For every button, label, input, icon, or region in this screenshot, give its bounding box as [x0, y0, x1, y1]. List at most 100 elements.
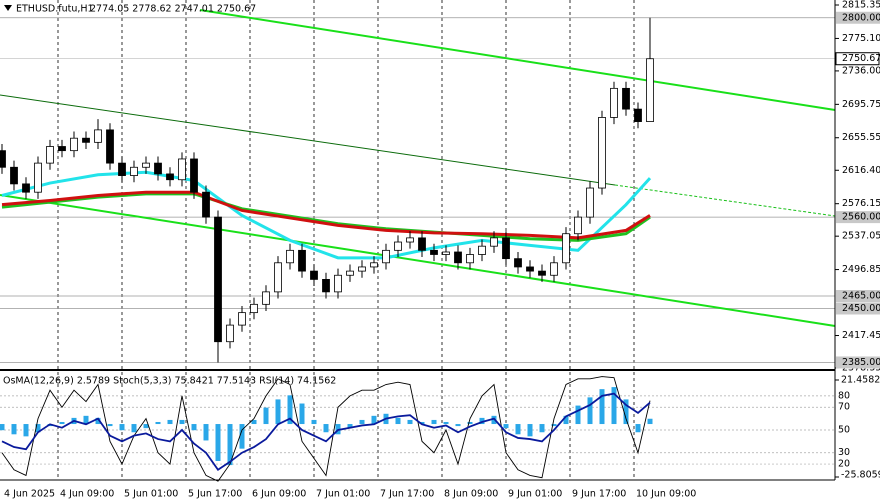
- osma-bar: [323, 424, 329, 433]
- candle-body: [610, 87, 618, 118]
- candle-body: [142, 162, 150, 168]
- y-tick-label: 2695.75: [842, 99, 880, 110]
- candle-body: [370, 262, 378, 268]
- candle-body: [226, 324, 234, 343]
- candle-body: [646, 58, 654, 122]
- candle-body: [466, 254, 474, 264]
- candle-body: [94, 129, 102, 143]
- y-tick-label: 2417.45: [842, 330, 880, 341]
- candle-body: [82, 137, 90, 143]
- osma-bar: [275, 399, 281, 425]
- osma-bar: [503, 424, 509, 429]
- candle-body: [274, 262, 282, 293]
- moving-average: [1, 170, 652, 260]
- candle-body: [190, 158, 198, 193]
- x-tick-label: 7 Jun 01:00: [316, 489, 370, 500]
- candle-body: [478, 245, 486, 255]
- x-tick-label: 4 Jun 2025: [4, 489, 55, 500]
- y-tick-label: 2616.40: [842, 165, 880, 176]
- grid: [0, 0, 835, 480]
- osma-bar: [347, 424, 353, 429]
- osma-bar: [11, 424, 17, 435]
- osma-bar: [23, 424, 29, 437]
- candle-body: [34, 162, 42, 193]
- candle-body: [154, 162, 162, 175]
- osma-bar: [539, 424, 545, 433]
- candle-body: [346, 270, 354, 276]
- osma-bar: [623, 399, 629, 425]
- oscillator-line: [1, 376, 651, 482]
- candle-body: [70, 137, 78, 152]
- y2-tick-label: -25.8059: [841, 470, 880, 481]
- osma-bar: [131, 424, 137, 433]
- x-tick-label: 7 Jun 17:00: [380, 489, 434, 500]
- indicator-panel: [0, 376, 835, 482]
- oscillator-line: [1, 392, 651, 472]
- candle-body: [298, 249, 306, 272]
- labels: 4 Jun 2025 4 Jun 09:00 5 Jun 01:00 5 Jun 17…: [4, 0, 880, 500]
- current-price-tag: [835, 52, 880, 66]
- osma-bar: [215, 424, 221, 461]
- x-tick-label: 5 Jun 17:00: [188, 489, 242, 500]
- candle-body: [550, 262, 558, 276]
- osma-bar: [395, 417, 401, 425]
- osma-bar: [311, 419, 317, 425]
- channel-line: [199, 9, 836, 111]
- osma-bar: [431, 419, 437, 425]
- candle-body: [526, 266, 534, 272]
- mid-line-ext: [614, 184, 836, 217]
- osma-bar: [191, 424, 197, 431]
- osma-bar: [83, 415, 89, 425]
- current-price-label: 2750.67: [842, 53, 880, 64]
- candle-body: [586, 187, 594, 218]
- x-tick-label: 4 Jun 09:00: [60, 489, 114, 500]
- candle-body: [238, 312, 246, 326]
- y-tick-label: 2775.10: [842, 33, 880, 44]
- osma-bar: [119, 424, 125, 431]
- x-tick-label: 5 Jun 01:00: [124, 489, 178, 500]
- indicator-tick-label: 30: [838, 447, 850, 458]
- level-label: 2385.00: [842, 357, 880, 368]
- candle-body: [442, 251, 450, 255]
- candle-body: [358, 266, 366, 272]
- osma-bar: [611, 387, 617, 425]
- mid-line: [0, 94, 616, 186]
- level-tag: [836, 211, 880, 224]
- osma-bar: [227, 424, 233, 466]
- osma-bar: [455, 424, 461, 427]
- osma-bar: [407, 419, 413, 425]
- candle-body: [46, 146, 54, 164]
- osma-bar: [551, 424, 557, 427]
- channel-line: [0, 194, 836, 327]
- candle-body: [418, 237, 426, 251]
- level-label: 2465.00: [842, 291, 880, 302]
- candle-body: [574, 216, 582, 235]
- candle-body: [166, 173, 174, 181]
- candle-body: [214, 216, 222, 343]
- osma-bar: [239, 424, 245, 449]
- indicator-tick-label: 50: [838, 424, 850, 435]
- candle-body: [538, 270, 546, 276]
- osma-bar: [179, 419, 185, 425]
- osma-bar: [359, 419, 365, 425]
- level-tag: [836, 356, 880, 369]
- candle-body: [130, 166, 138, 176]
- indicator-tick-label: 20: [838, 459, 850, 470]
- osma-bar: [107, 424, 113, 427]
- candle-body: [202, 191, 210, 218]
- osma-bar: [647, 418, 653, 425]
- x-tick-label: 10 Jun 09:00: [636, 489, 696, 500]
- y-tick-label: 2537.05: [842, 231, 880, 242]
- moving-average: [1, 192, 651, 242]
- osma-bar: [263, 407, 269, 425]
- symbol: ETHUSD.futu,H1: [16, 4, 94, 15]
- level-label: 2800.00: [842, 12, 880, 23]
- osma-bar: [143, 424, 149, 429]
- candle-body: [430, 249, 438, 255]
- level-label: 2450.00: [842, 303, 880, 314]
- osma-bar: [527, 424, 533, 437]
- symbol-icon: [4, 5, 12, 11]
- level-tag: [836, 290, 880, 303]
- y-tick-label: 2655.55: [842, 132, 880, 143]
- candle-body: [262, 291, 270, 305]
